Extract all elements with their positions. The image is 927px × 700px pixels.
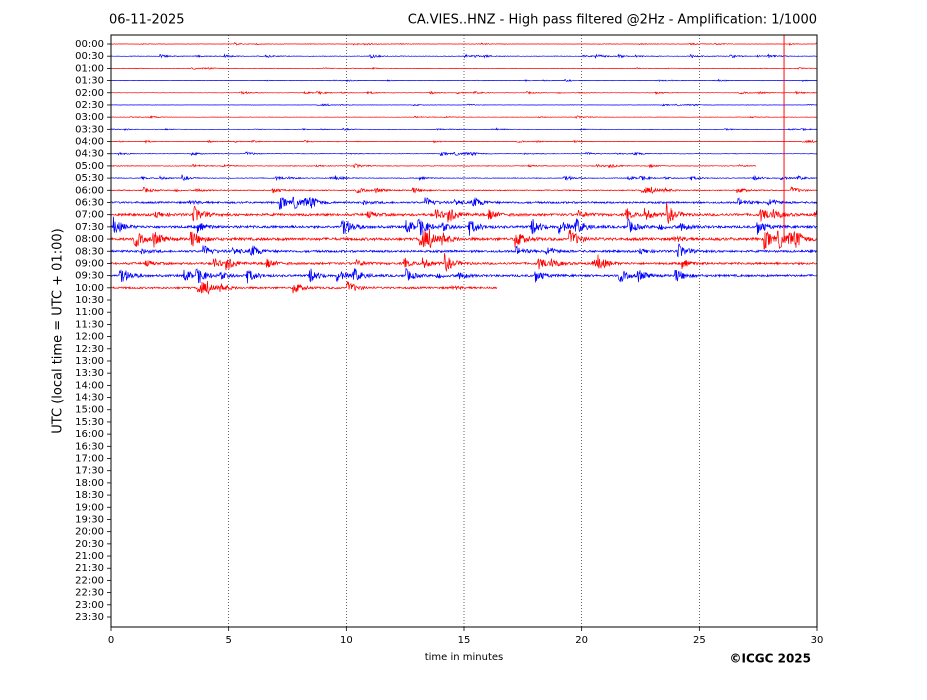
trace: [110, 228, 818, 250]
trace: [110, 163, 757, 169]
y-tick-label: 01:30: [75, 76, 104, 87]
y-tick-label: 21:00: [75, 551, 104, 562]
y-tick-label: 20:30: [75, 539, 104, 550]
copyright: ©ICGC 2025: [729, 652, 811, 666]
trace: [110, 42, 818, 46]
chart-title: CA.VIES..HNZ - High pass filtered @2Hz -…: [408, 13, 817, 28]
y-tick-label: 16:30: [75, 441, 104, 452]
y-tick-label: 13:30: [75, 368, 104, 379]
date: 06-11-2025: [109, 13, 185, 28]
y-tick-label: 19:30: [75, 514, 104, 525]
trace: [110, 243, 818, 258]
trace: [111, 78, 817, 82]
y-tick-label: 17:30: [75, 466, 104, 477]
y-tick-label: 15:00: [75, 405, 104, 416]
trace: [110, 280, 498, 295]
x-tick-label: 15: [458, 635, 471, 646]
y-tick-label: 03:00: [75, 112, 104, 123]
y-tick-label: 21:30: [75, 563, 104, 574]
plot-frame: [110, 34, 818, 628]
x-tick-label: 10: [340, 635, 353, 646]
trace: [110, 202, 818, 224]
y-tick-label: 05:00: [75, 161, 104, 172]
trace: [110, 139, 818, 144]
y-tick-label: 06:00: [75, 185, 104, 196]
trace: [110, 216, 817, 236]
trace: [111, 186, 818, 194]
trace: [110, 90, 818, 96]
y-tick-label: 08:30: [75, 246, 104, 257]
y-axis-label: UTC (local time = UTC + 01:00): [51, 228, 66, 433]
y-tick-label: 04:30: [75, 149, 104, 160]
y-tick-label: 08:00: [75, 234, 104, 245]
y-tick-label: 01:00: [75, 63, 104, 74]
x-tick-label: 20: [575, 635, 588, 646]
x-tick-label: 5: [225, 635, 231, 646]
trace: [110, 115, 817, 119]
y-tick-label: 07:00: [75, 210, 104, 221]
trace: [110, 53, 818, 59]
y-tick-label: 18:00: [75, 478, 104, 489]
y-tick-label: 15:30: [75, 417, 104, 428]
x-axis-label: time in minutes: [425, 652, 504, 663]
trace: [111, 103, 818, 107]
trace: [110, 253, 818, 272]
y-tick-label: 07:30: [75, 222, 104, 233]
y-tick-label: 18:30: [75, 490, 104, 501]
trace: [110, 267, 818, 284]
y-tick-label: 09:00: [75, 258, 104, 269]
y-tick-label: 00:30: [75, 51, 104, 62]
y-tick-label: 03:30: [75, 124, 104, 135]
y-tick-label: 09:30: [75, 271, 104, 282]
trace: [110, 151, 818, 157]
y-tick-label: 22:30: [75, 588, 104, 599]
y-tick-label: 13:00: [75, 356, 104, 367]
trace: [110, 127, 818, 132]
y-tick-label: 11:00: [75, 307, 104, 318]
x-tick-label: 25: [693, 635, 706, 646]
y-tick-label: 11:30: [75, 319, 104, 330]
y-tick-label: 20:00: [75, 527, 104, 538]
y-tick-label: 17:00: [75, 454, 104, 465]
y-tick-label: 23:00: [75, 600, 104, 611]
y-tick-label: 02:30: [75, 100, 104, 111]
y-tick-label: 23:30: [75, 612, 104, 623]
x-tick-label: 30: [811, 635, 824, 646]
y-tick-label: 05:30: [75, 173, 104, 184]
y-tick-label: 14:00: [75, 380, 104, 391]
trace: [111, 66, 818, 70]
trace: [110, 174, 818, 182]
y-tick-label: 12:30: [75, 344, 104, 355]
trace: [110, 196, 818, 210]
x-tick-label: 0: [108, 635, 114, 646]
y-tick-label: 22:00: [75, 575, 104, 586]
y-tick-label: 16:00: [75, 429, 104, 440]
y-tick-label: 12:00: [75, 332, 104, 343]
y-tick-label: 04:00: [75, 137, 104, 148]
y-tick-label: 14:30: [75, 393, 104, 404]
y-tick-label: 10:30: [75, 295, 104, 306]
y-tick-label: 06:30: [75, 197, 104, 208]
y-tick-label: 02:00: [75, 88, 104, 99]
y-tick-label: 10:00: [75, 283, 104, 294]
y-tick-label: 00:00: [75, 39, 104, 50]
y-tick-label: 19:00: [75, 502, 104, 513]
